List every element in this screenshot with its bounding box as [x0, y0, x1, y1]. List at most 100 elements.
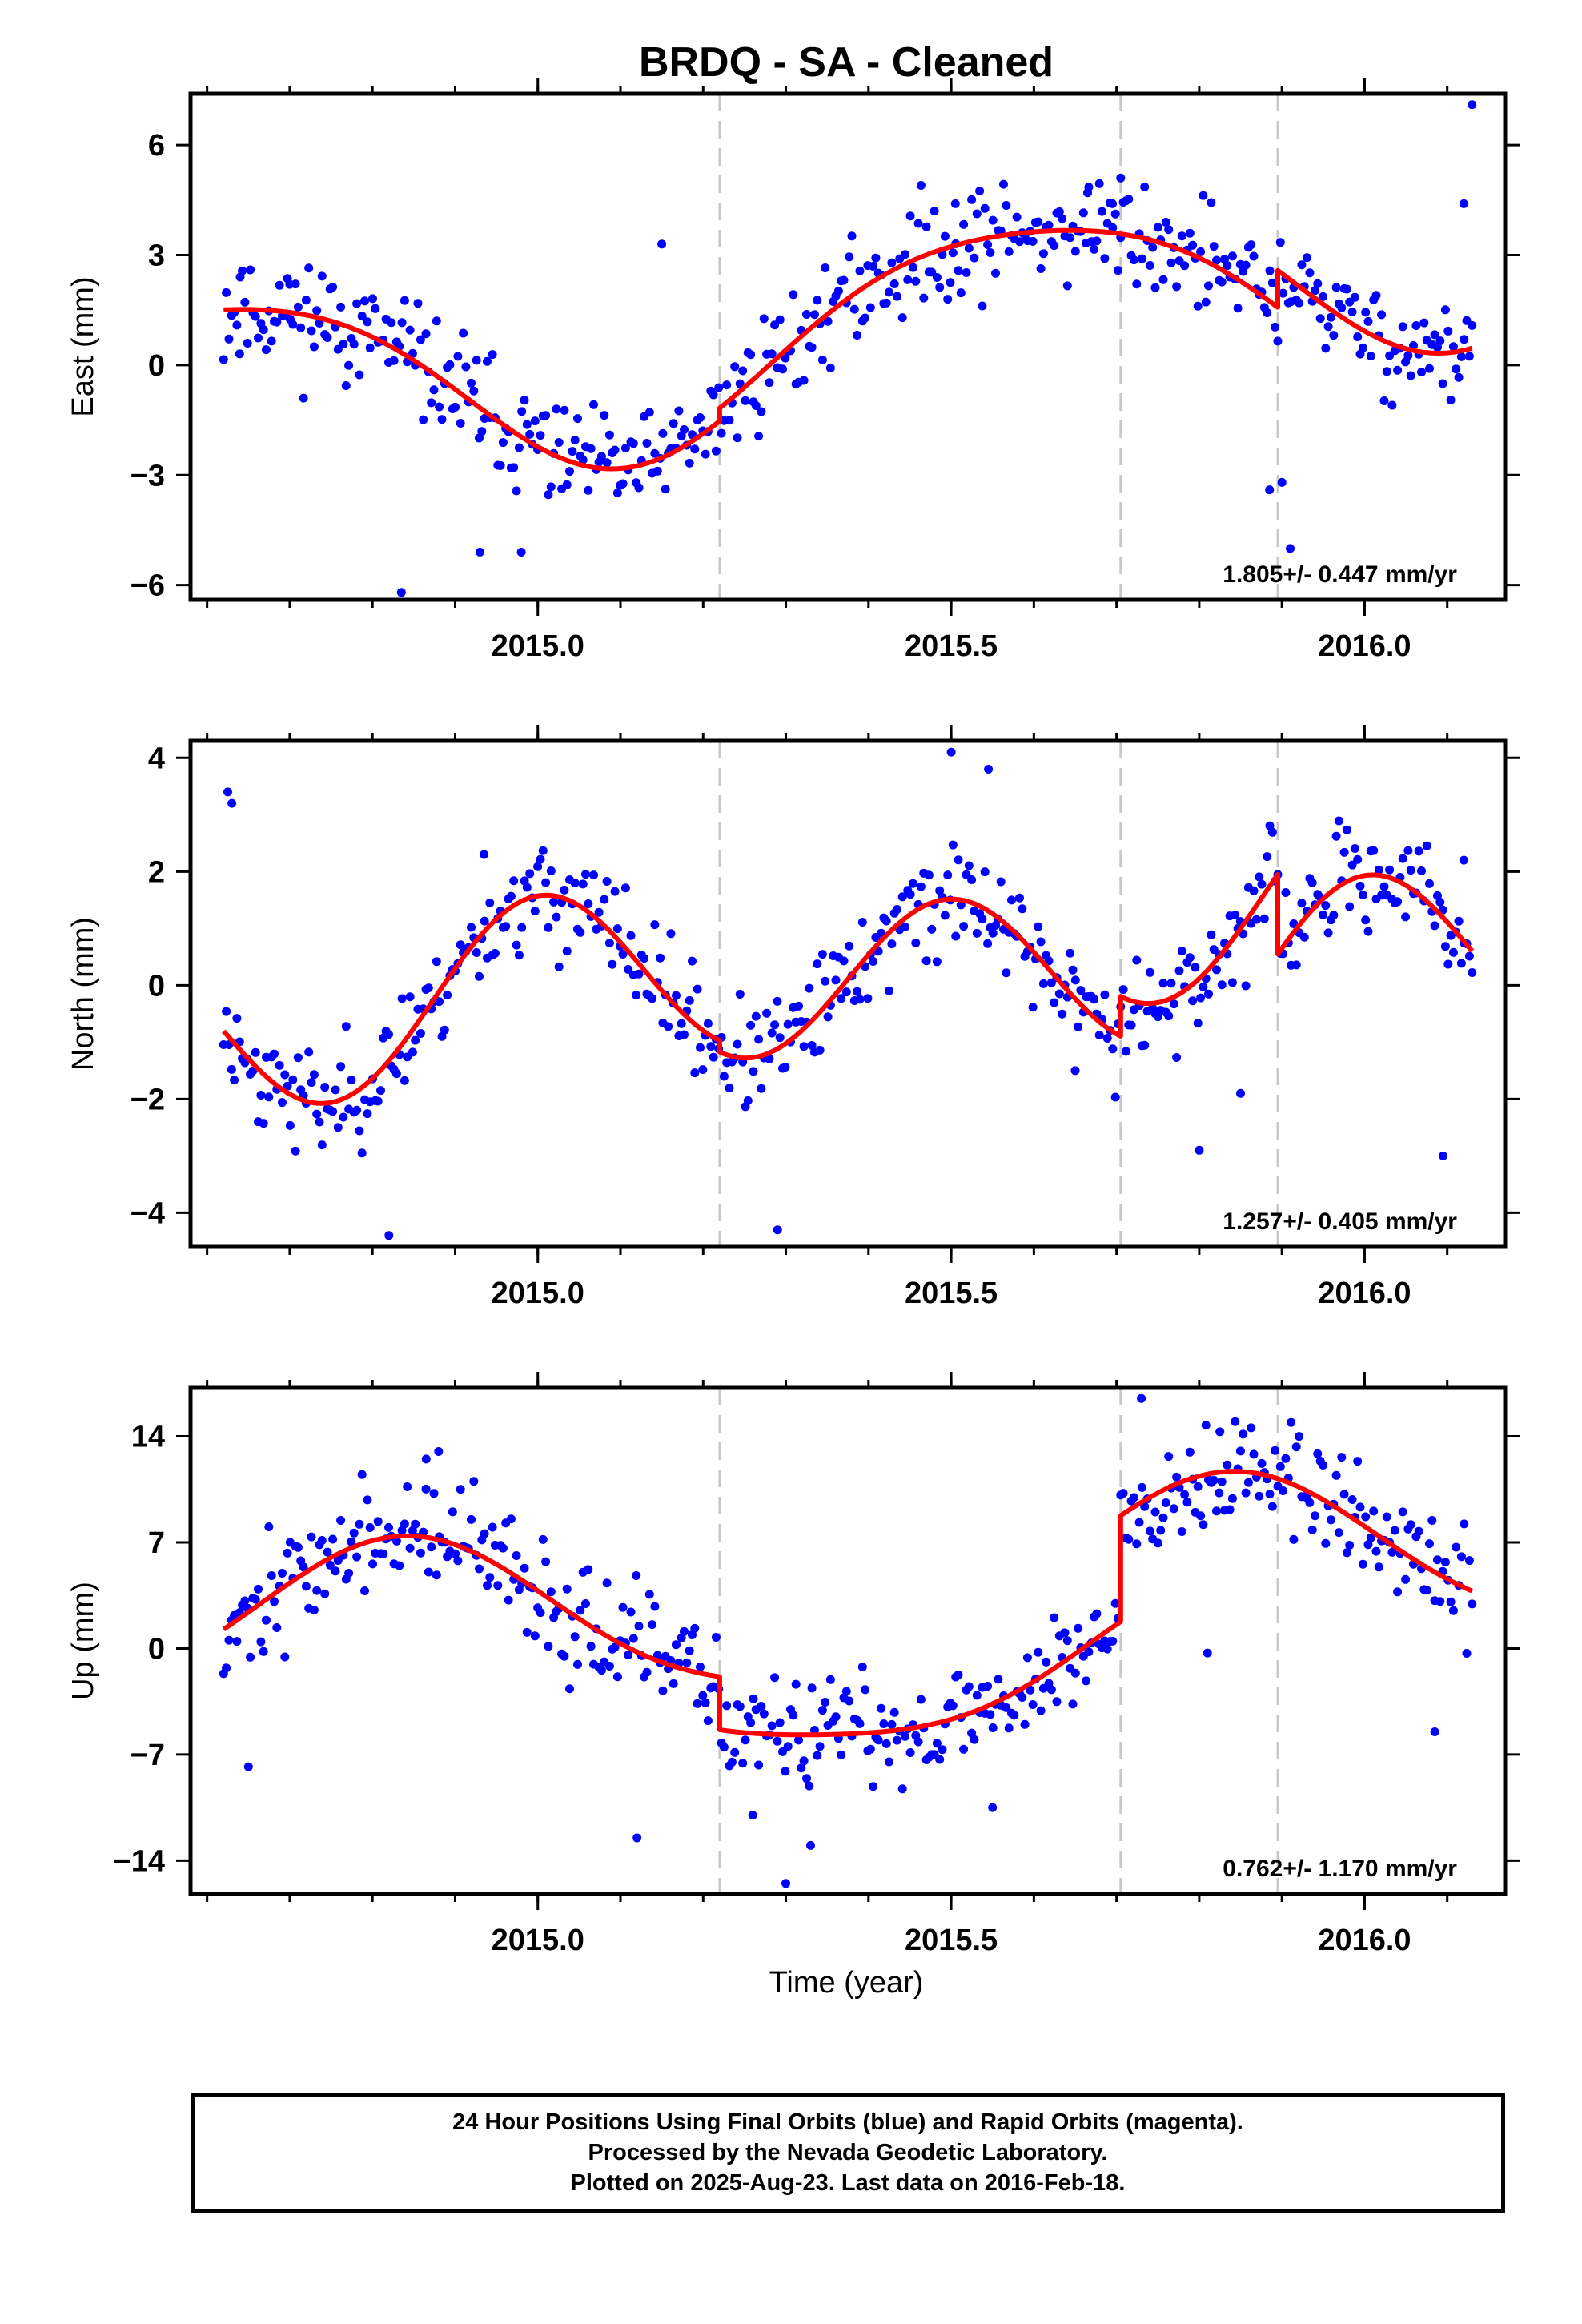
data-point	[1148, 243, 1158, 252]
data-point	[387, 318, 396, 328]
data-point	[751, 1011, 761, 1021]
data-point	[781, 1767, 790, 1776]
x-tick-label: 2016.0	[1318, 629, 1411, 663]
data-point	[475, 971, 484, 981]
data-point	[222, 287, 231, 297]
data-point	[881, 298, 891, 308]
data-point	[1454, 916, 1464, 926]
data-point	[496, 460, 505, 470]
data-point	[901, 922, 909, 931]
data-point	[1028, 236, 1038, 246]
data-point	[1169, 1504, 1178, 1514]
data-point	[1358, 343, 1367, 352]
data-point	[685, 458, 694, 468]
data-point	[837, 1750, 846, 1759]
data-point	[1158, 1513, 1168, 1522]
data-point	[1217, 1477, 1227, 1486]
data-point	[1319, 292, 1327, 301]
data-point	[1350, 844, 1359, 853]
data-point	[1215, 1427, 1225, 1437]
data-point	[323, 333, 332, 342]
data-point	[405, 325, 415, 335]
data-point	[719, 1072, 729, 1081]
data-point	[429, 385, 439, 395]
data-point	[893, 292, 901, 301]
data-point	[703, 1019, 713, 1028]
data-point	[530, 416, 540, 426]
data-point	[1382, 367, 1391, 376]
data-point	[972, 209, 982, 219]
data-point	[767, 1028, 777, 1038]
data-point	[1058, 214, 1067, 223]
data-point	[562, 947, 572, 956]
data-point	[384, 1030, 393, 1039]
data-point	[618, 479, 628, 489]
data-point	[1182, 1498, 1192, 1507]
data-point	[1034, 217, 1043, 227]
data-point	[770, 1673, 780, 1683]
data-point	[1311, 286, 1319, 296]
data-point	[328, 1107, 338, 1116]
data-point	[757, 1084, 766, 1093]
y-tick-label: 2	[148, 855, 165, 889]
data-point	[1177, 231, 1186, 241]
data-point	[661, 485, 670, 494]
data-point	[887, 258, 897, 267]
data-point	[483, 1581, 492, 1590]
caption-line-1: 24 Hour Positions Using Final Orbits (bl…	[452, 2109, 1243, 2135]
data-point	[831, 975, 841, 985]
data-point	[391, 1069, 401, 1079]
data-point	[373, 1517, 383, 1526]
data-point	[1004, 247, 1014, 256]
y-tick-label: −4	[130, 1196, 165, 1230]
data-point	[634, 483, 644, 493]
data-point	[1199, 983, 1208, 991]
data-point	[1321, 901, 1331, 911]
data-point	[877, 1703, 886, 1713]
data-point	[1020, 1719, 1030, 1729]
data-point	[373, 1096, 383, 1106]
data-point	[869, 262, 878, 271]
data-point	[467, 923, 476, 932]
data-point	[227, 798, 237, 808]
data-point	[1199, 1520, 1208, 1530]
data-point	[514, 443, 524, 452]
data-point	[413, 299, 423, 308]
data-point	[1002, 1703, 1011, 1712]
data-point	[887, 939, 897, 949]
data-point	[754, 1035, 764, 1044]
data-point	[869, 957, 878, 966]
data-point	[831, 1712, 841, 1722]
data-point	[1393, 365, 1403, 375]
data-point	[909, 263, 917, 272]
data-point	[807, 1041, 817, 1050]
data-point	[1118, 1489, 1128, 1498]
data-point	[501, 922, 511, 931]
data-point	[743, 1096, 753, 1105]
data-point	[1054, 989, 1064, 999]
data-point	[999, 179, 1008, 189]
data-point	[1329, 911, 1339, 920]
data-point	[1419, 318, 1429, 328]
data-point	[352, 299, 362, 308]
data-point	[685, 1646, 694, 1655]
data-point	[1038, 979, 1048, 988]
data-point	[1422, 1586, 1431, 1595]
data-point	[485, 898, 495, 907]
data-point	[759, 314, 769, 324]
data-point	[278, 1569, 287, 1578]
data-point	[520, 396, 529, 405]
data-point	[1018, 1693, 1027, 1702]
data-point	[1281, 888, 1291, 897]
data-point	[706, 1042, 716, 1051]
data-point	[1082, 1676, 1091, 1686]
data-point	[754, 1760, 764, 1770]
data-point	[901, 1731, 909, 1741]
data-point	[988, 928, 998, 938]
data-point	[1468, 1599, 1477, 1609]
data-point	[1468, 320, 1477, 330]
data-point	[512, 1551, 521, 1560]
data-point	[285, 1120, 295, 1130]
data-point	[469, 386, 479, 396]
data-point	[544, 923, 553, 932]
